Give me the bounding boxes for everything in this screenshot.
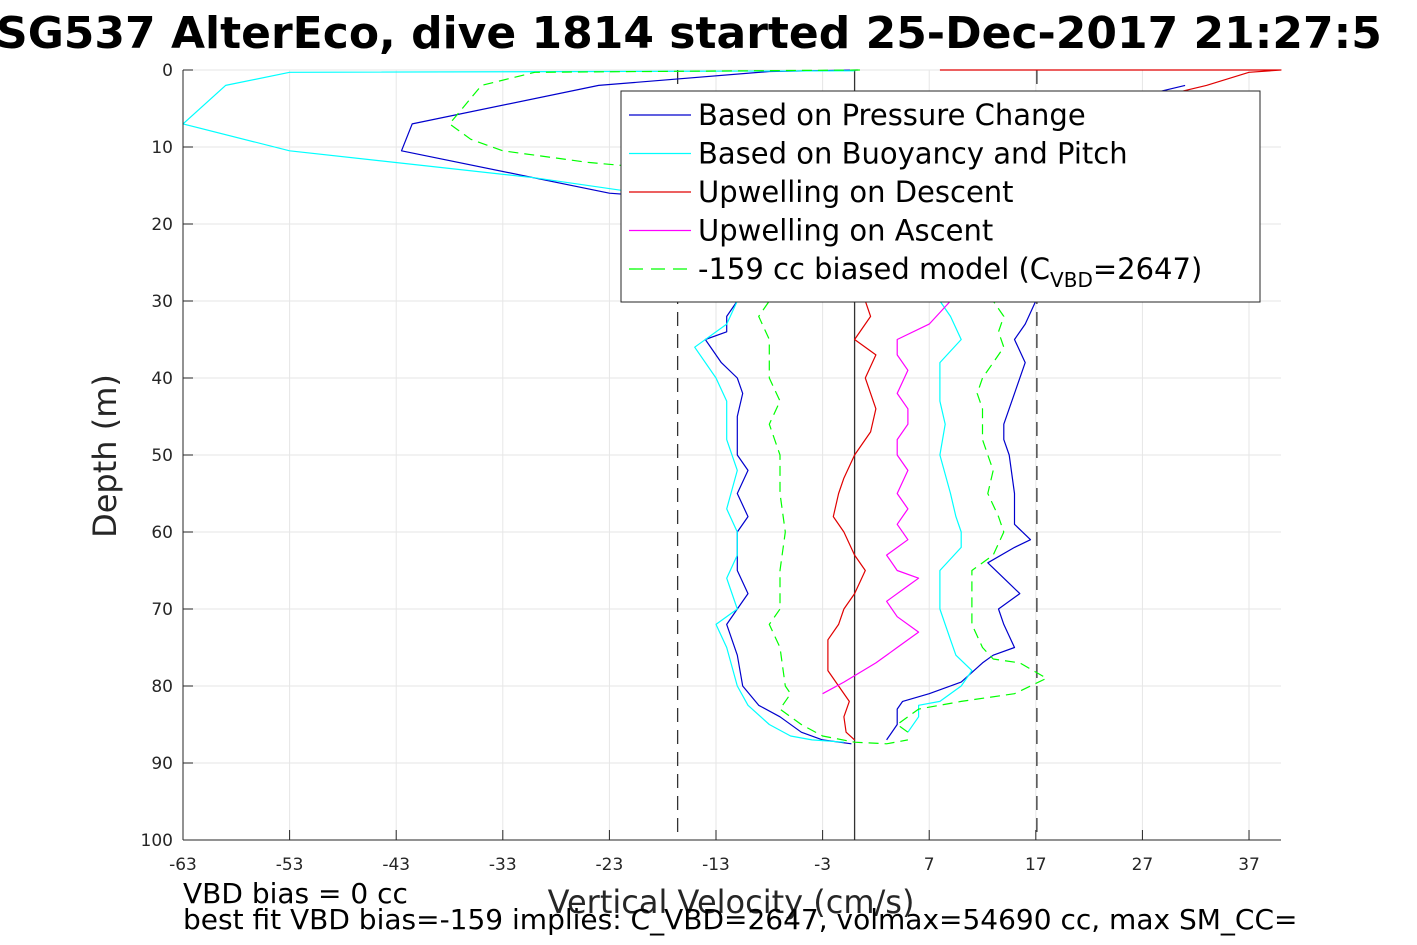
legend-label-1: Based on Buoyancy and Pitch [698, 137, 1128, 171]
series-line-model_ascent [896, 300, 1048, 733]
y-tick-label-2: 20 [151, 215, 173, 235]
y-tick-label-8: 80 [151, 677, 173, 697]
vbd-bias-note: VBD bias = 0 cc [183, 877, 408, 910]
y-axis-label: Depth (m) [86, 374, 124, 538]
data-series [182, 69, 1282, 840]
y-tick-label-3: 30 [151, 292, 173, 312]
y-tick-label-9: 90 [151, 754, 173, 774]
y-tick-label-10: 100 [141, 831, 173, 851]
legend-label-0: Based on Pressure Change [698, 98, 1086, 132]
x-tick-label-5: -13 [702, 855, 730, 875]
best-fit-note: best fit VBD bias=-159 implies: C_VBD=26… [183, 903, 1297, 936]
x-tick-label-2: -43 [382, 855, 410, 875]
legend-box [620, 90, 1261, 303]
legend-label-2: Upwelling on Descent [698, 175, 1014, 209]
tick-labels: -63 -53 -43 -33 -23 -13 -3 7 17 27 37 0 10 20 30 40 50 60… [141, 61, 1260, 875]
y-tick-label-5: 50 [151, 446, 173, 466]
series-line-ascent_upwelling [822, 300, 951, 695]
y-tick-label-1: 10 [151, 138, 173, 158]
x-tick-label-6: -3 [814, 855, 831, 875]
x-tick-label-4: -23 [596, 855, 624, 875]
x-tick-label-0: -63 [169, 855, 197, 875]
y-tick-label-6: 60 [151, 523, 173, 543]
x-tick-label-9: 27 [1132, 855, 1154, 875]
series-line-model_descent [448, 69, 909, 745]
x-tick-label-10: 37 [1238, 855, 1260, 875]
y-tick-label-7: 70 [151, 600, 173, 620]
x-tick-label-8: 17 [1025, 855, 1047, 875]
series-line-buoyancy_ascent [907, 300, 973, 733]
x-tick-label-1: -53 [276, 855, 304, 875]
x-axis-label: Vertical Velocity (cm/s) [548, 883, 915, 921]
x-tick-label-3: -33 [489, 855, 517, 875]
y-tick-label-0: 0 [162, 61, 173, 81]
series-line-buoyancy_descent [182, 70, 855, 743]
x-tick-label-7: 7 [924, 855, 935, 875]
legend-label-4: -159 cc biased model (CVBD=2647) [698, 252, 1202, 292]
series-line-pressure_ascent [886, 84, 1186, 741]
y-tick-label-4: 40 [151, 369, 173, 389]
legend: Based on Pressure Change Based on Buoyanc… [620, 90, 1261, 303]
chart-title: SG537 AlterEco, dive 1814 started 25-Dec… [0, 8, 1382, 59]
legend-label-3: Upwelling on Ascent [698, 214, 993, 248]
